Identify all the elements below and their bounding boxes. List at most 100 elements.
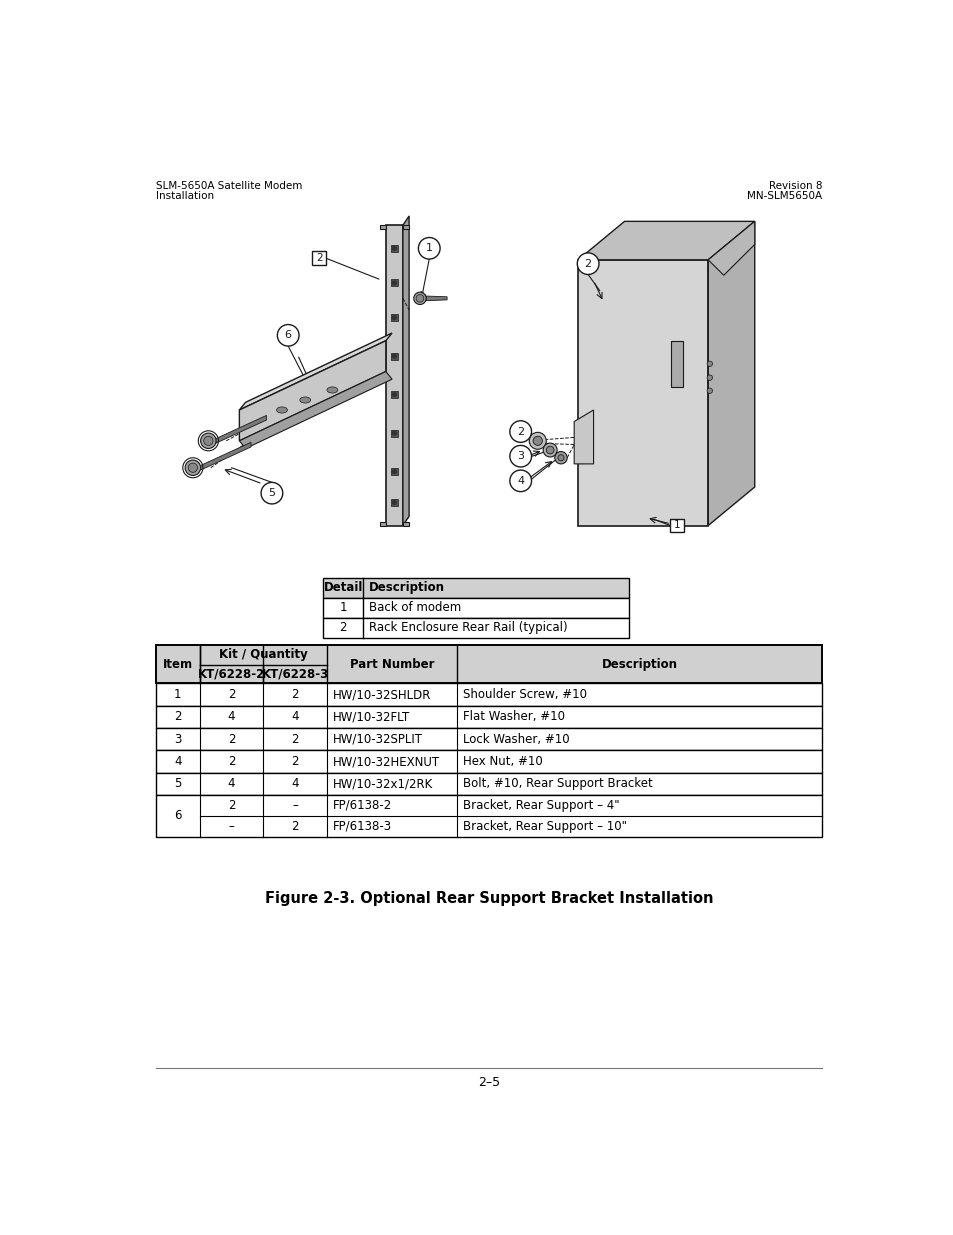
Text: Part Number: Part Number: [350, 657, 434, 671]
Text: –: –: [229, 820, 234, 832]
Bar: [391, 391, 397, 398]
Text: 2–5: 2–5: [477, 1076, 499, 1089]
Circle shape: [418, 237, 439, 259]
Circle shape: [185, 461, 200, 475]
Text: SLM-5650A Satellite Modem: SLM-5650A Satellite Modem: [155, 180, 302, 190]
Bar: [323, 578, 629, 598]
Polygon shape: [707, 221, 754, 526]
Text: Back of modem: Back of modem: [369, 601, 460, 614]
Circle shape: [558, 454, 563, 461]
Text: 2: 2: [228, 755, 235, 768]
Text: –: –: [292, 799, 297, 811]
Circle shape: [555, 452, 567, 464]
Bar: [155, 705, 821, 727]
Bar: [155, 795, 821, 836]
Bar: [670, 341, 682, 387]
Polygon shape: [239, 333, 392, 410]
Text: 4: 4: [517, 475, 524, 485]
Circle shape: [706, 361, 712, 367]
Polygon shape: [578, 259, 707, 526]
Text: Shoulder Screw, #10: Shoulder Screw, #10: [463, 688, 587, 701]
Polygon shape: [402, 216, 409, 526]
Bar: [391, 314, 397, 321]
Circle shape: [577, 253, 598, 274]
Polygon shape: [239, 372, 392, 448]
Circle shape: [392, 431, 396, 436]
Text: Flat Washer, #10: Flat Washer, #10: [463, 710, 565, 724]
Bar: [155, 645, 821, 683]
Circle shape: [392, 353, 396, 359]
Polygon shape: [402, 521, 409, 526]
Text: FP/6138-2: FP/6138-2: [333, 799, 392, 811]
Polygon shape: [200, 442, 251, 471]
Circle shape: [392, 500, 396, 505]
Polygon shape: [379, 225, 385, 228]
Text: 4: 4: [228, 777, 235, 790]
Text: 4: 4: [291, 777, 298, 790]
Bar: [155, 773, 821, 795]
Polygon shape: [239, 341, 385, 441]
Bar: [391, 245, 397, 252]
Text: Description: Description: [369, 582, 444, 594]
Bar: [312, 252, 326, 266]
Polygon shape: [379, 521, 385, 526]
Text: Bracket, Rear Support – 10": Bracket, Rear Support – 10": [463, 820, 627, 832]
Polygon shape: [426, 296, 447, 300]
Text: 2: 2: [584, 258, 591, 269]
Text: 2: 2: [228, 732, 235, 746]
Text: Lock Washer, #10: Lock Washer, #10: [463, 732, 569, 746]
Text: MN-SLM5650A: MN-SLM5650A: [746, 191, 821, 201]
Circle shape: [706, 388, 712, 394]
Circle shape: [529, 432, 546, 450]
Text: Description: Description: [601, 657, 677, 671]
Text: 2: 2: [339, 621, 347, 635]
Bar: [323, 618, 629, 638]
Text: 6: 6: [284, 330, 292, 341]
Text: 3: 3: [517, 451, 523, 461]
Bar: [155, 727, 821, 751]
Text: Kit / Quantity: Kit / Quantity: [219, 648, 308, 662]
Bar: [391, 468, 397, 475]
Circle shape: [392, 280, 396, 285]
Text: Detail: Detail: [323, 582, 362, 594]
Text: HW/10-32HEXNUT: HW/10-32HEXNUT: [333, 755, 440, 768]
Text: Installation: Installation: [155, 191, 213, 201]
Polygon shape: [574, 410, 593, 464]
Bar: [391, 499, 397, 506]
Bar: [391, 353, 397, 359]
Text: Hex Nut, #10: Hex Nut, #10: [463, 755, 542, 768]
Text: KT/6228-3: KT/6228-3: [261, 668, 329, 680]
Text: 2: 2: [291, 732, 298, 746]
Text: 6: 6: [173, 809, 181, 823]
Text: 2: 2: [517, 426, 524, 436]
Text: 2: 2: [291, 820, 298, 832]
Text: Bolt, #10, Rear Support Bracket: Bolt, #10, Rear Support Bracket: [463, 777, 653, 790]
Polygon shape: [707, 221, 754, 275]
Text: FP/6138-3: FP/6138-3: [333, 820, 392, 832]
Text: 3: 3: [173, 732, 181, 746]
Circle shape: [509, 471, 531, 492]
Bar: [323, 598, 629, 618]
Polygon shape: [402, 225, 409, 228]
Bar: [155, 751, 821, 773]
Circle shape: [509, 421, 531, 442]
Bar: [155, 645, 821, 683]
Text: 2: 2: [173, 710, 181, 724]
Text: Revision 8: Revision 8: [768, 180, 821, 190]
Text: Figure 2-3. Optional Rear Support Bracket Installation: Figure 2-3. Optional Rear Support Bracke…: [264, 892, 713, 906]
Circle shape: [533, 436, 542, 446]
Circle shape: [392, 246, 396, 251]
Text: HW/10-32FLT: HW/10-32FLT: [333, 710, 410, 724]
Circle shape: [392, 469, 396, 474]
Bar: [391, 279, 397, 287]
Circle shape: [392, 315, 396, 320]
Text: 2: 2: [315, 253, 322, 263]
Bar: [670, 519, 683, 532]
Text: 5: 5: [268, 488, 275, 498]
Polygon shape: [578, 221, 754, 259]
Text: 1: 1: [673, 520, 679, 531]
Circle shape: [416, 294, 423, 303]
Circle shape: [261, 483, 282, 504]
Text: 4: 4: [291, 710, 298, 724]
Text: 2: 2: [291, 688, 298, 701]
